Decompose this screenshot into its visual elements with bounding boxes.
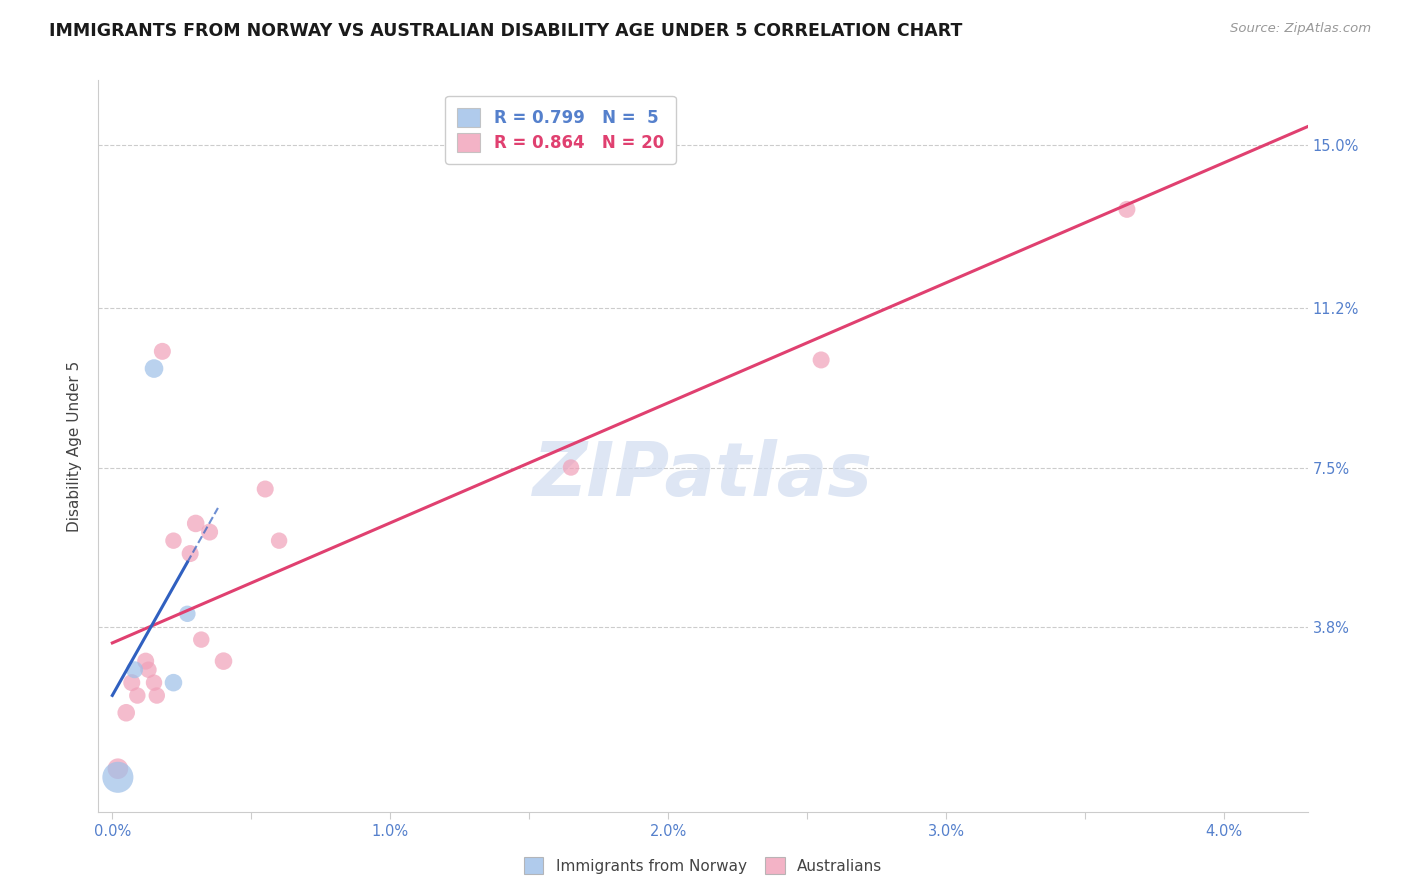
Point — [127, 689, 149, 703]
Point — [143, 361, 166, 376]
Point — [121, 675, 143, 690]
Text: IMMIGRANTS FROM NORWAY VS AUSTRALIAN DISABILITY AGE UNDER 5 CORRELATION CHART: IMMIGRANTS FROM NORWAY VS AUSTRALIAN DIS… — [49, 22, 963, 40]
Point — [150, 344, 173, 359]
Point — [124, 663, 146, 677]
Point — [179, 547, 201, 561]
Point — [146, 689, 169, 703]
Point — [1115, 202, 1137, 217]
Point — [107, 770, 129, 784]
Point — [107, 762, 129, 776]
Point — [143, 675, 166, 690]
Point — [184, 516, 207, 531]
Point — [176, 607, 198, 621]
Point — [135, 654, 157, 668]
Point — [115, 706, 138, 720]
Legend: R = 0.799   N =  5, R = 0.864   N = 20: R = 0.799 N = 5, R = 0.864 N = 20 — [446, 96, 675, 163]
Point — [162, 533, 184, 548]
Point — [254, 482, 277, 496]
Point — [190, 632, 212, 647]
Y-axis label: Disability Age Under 5: Disability Age Under 5 — [67, 360, 83, 532]
Point — [560, 460, 582, 475]
Point — [138, 663, 160, 677]
Text: Source: ZipAtlas.com: Source: ZipAtlas.com — [1230, 22, 1371, 36]
Point — [212, 654, 235, 668]
Point — [269, 533, 291, 548]
Text: ZIPatlas: ZIPatlas — [533, 439, 873, 512]
Point — [810, 353, 832, 368]
Legend: Immigrants from Norway, Australians: Immigrants from Norway, Australians — [517, 851, 889, 880]
Point — [162, 675, 184, 690]
Point — [198, 524, 221, 539]
